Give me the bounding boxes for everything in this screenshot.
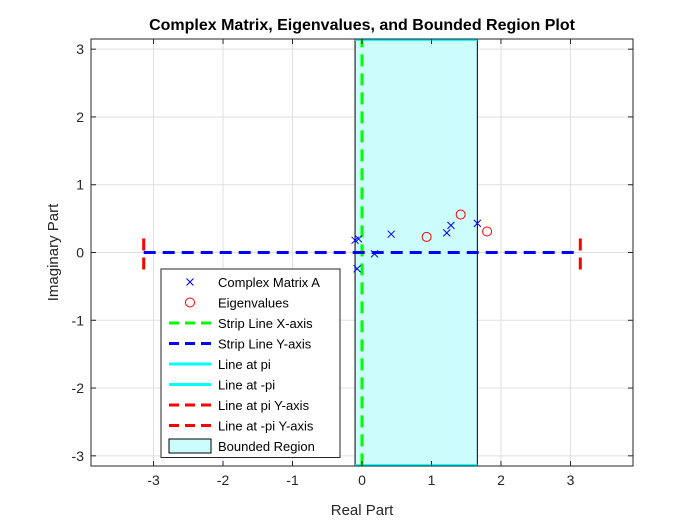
x-tick-label: -1 <box>286 472 299 488</box>
legend-label: Strip Line X-axis <box>218 316 313 331</box>
x-tick-label: 1 <box>428 472 436 488</box>
matrix-point <box>370 250 379 258</box>
x-tick-label: 3 <box>567 472 575 488</box>
y-tick-label: -3 <box>72 448 85 464</box>
series-layer <box>142 38 582 467</box>
y-tick-label: 3 <box>76 41 84 57</box>
eigenvalue-point <box>455 209 466 220</box>
y-tick-label: 1 <box>76 177 84 193</box>
eigenvalue-point <box>421 231 432 242</box>
x-tick-label: 2 <box>497 472 505 488</box>
legend-swatch <box>168 438 212 454</box>
matrix-point <box>473 219 482 228</box>
x-tick-label: -2 <box>217 472 230 488</box>
legend: Complex Matrix A Eigenvalues Strip Line X-… <box>160 268 341 458</box>
matrix-point <box>353 264 361 273</box>
chart-title: Complex Matrix, Eigenvalues, and Bounded… <box>149 17 576 34</box>
legend-label: Bounded Region <box>218 439 315 454</box>
legend-swatch <box>186 278 194 286</box>
x-axis-label: Real Part <box>331 502 394 519</box>
legend-label: Eigenvalues <box>218 296 289 311</box>
y-tick-label: -1 <box>72 312 85 328</box>
x-tick-label: -3 <box>147 472 160 488</box>
ticks: -3 -2 -1 0 1 2 3 -3 -2 -1 0 1 2 3 <box>72 39 633 488</box>
legend-label: Strip Line Y-axis <box>218 337 312 352</box>
legend-label: Line at pi <box>218 357 271 372</box>
legend-label: Complex Matrix A <box>218 275 320 290</box>
y-tick-label: -2 <box>72 380 85 396</box>
eigenvalue-point <box>482 226 493 237</box>
legend-label: Line at pi Y-axis <box>218 398 310 413</box>
matrix-point <box>387 230 396 239</box>
legend-swatch <box>185 297 195 308</box>
matrix-point <box>442 228 451 237</box>
legend-label: Line at -pi Y-axis <box>218 419 314 434</box>
x-tick-label: 0 <box>358 472 366 488</box>
matrix-point <box>447 221 455 230</box>
matrix-point <box>354 235 363 243</box>
legend-label: Line at -pi <box>218 378 275 393</box>
y-tick-label: 2 <box>76 109 84 125</box>
y-axis-label: Imaginary Part <box>45 203 62 301</box>
y-tick-label: 0 <box>76 245 84 261</box>
